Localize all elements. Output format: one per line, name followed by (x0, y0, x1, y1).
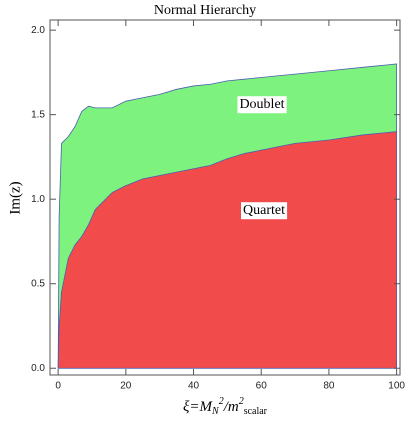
chart-title: Normal Hierarchy (154, 3, 256, 18)
frame (49, 19, 401, 376)
x-label-part: N (211, 406, 220, 417)
region-label: Quartet (243, 203, 285, 218)
x-label-part: ξ=M (183, 399, 214, 415)
x-axis-label: ξ=MN2/m2scalar (183, 396, 268, 417)
x-tick-label: 80 (323, 381, 335, 392)
y-axis-label: Im(z) (7, 181, 23, 214)
x-tick-label: 0 (55, 381, 61, 392)
x-tick-label: 100 (388, 381, 405, 392)
y-tick-label: 2.0 (31, 25, 45, 36)
x-label-part: 2 (219, 396, 224, 407)
y-tick-label: 1.0 (31, 194, 45, 205)
x-label-part: /m (223, 399, 239, 415)
x-label-part: 2 (239, 396, 244, 407)
y-tick-label: 0.5 (31, 278, 45, 289)
x-tick-label: 20 (120, 381, 132, 392)
area (57, 131, 398, 369)
region-label-bg (241, 202, 288, 220)
plot-area (57, 63, 398, 369)
region-label-bg (237, 96, 287, 114)
x-tick-label: 40 (188, 381, 200, 392)
x-label-part: scalar (244, 406, 268, 417)
y-tick-label: 0.0 (31, 363, 45, 374)
y-tick-label: 1.5 (31, 109, 45, 120)
x-tick-label: 60 (256, 381, 268, 392)
region-label: Doublet (239, 97, 284, 112)
